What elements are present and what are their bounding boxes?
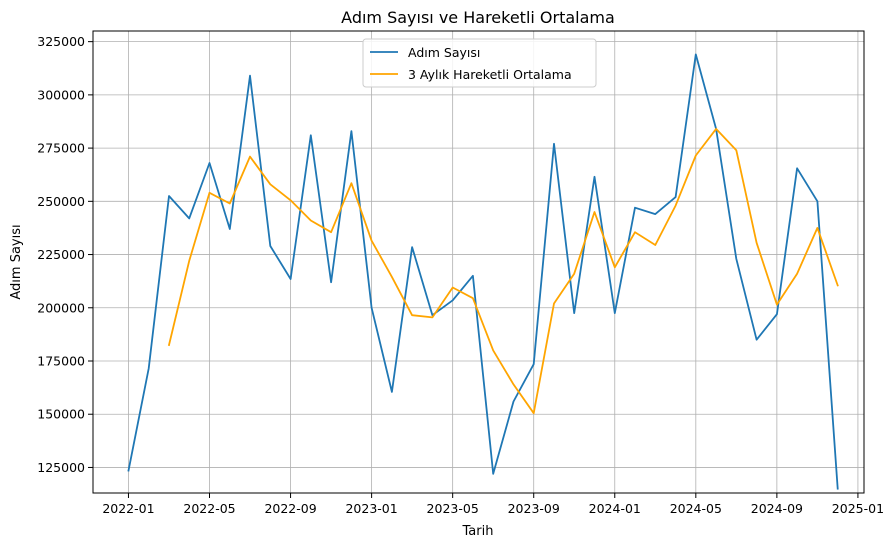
y-tick-label: 300000	[37, 87, 85, 102]
legend: Adım Sayısı 3 Aylık Hareketli Ortalama	[362, 38, 597, 88]
x-tick-label: 2024-09	[751, 501, 803, 516]
x-tick-label: 2024-01	[589, 501, 641, 516]
x-tick-label: 2023-05	[427, 501, 479, 516]
x-tick-label: 2022-05	[183, 501, 235, 516]
plot-frame	[92, 30, 865, 494]
x-tick-label: 2025-01	[832, 501, 884, 516]
legend-box	[362, 38, 597, 88]
legend-label-series-2: 3 Aylık Hareketli Ortalama	[408, 67, 572, 82]
x-axis-label: Tarih	[462, 524, 494, 539]
x-tick-label: 2022-09	[264, 501, 316, 516]
y-tick-label: 275000	[37, 141, 85, 156]
legend-label-series-1: Adım Sayısı	[408, 45, 480, 60]
y-tick-label: 200000	[37, 300, 85, 315]
y-tick-label: 150000	[37, 407, 85, 422]
series-line-1	[127, 53, 839, 490]
x-tick-label: 2023-01	[345, 501, 397, 516]
y-tick-label: 250000	[37, 194, 85, 209]
x-axis-ticks: 2022-01 2022-05 2022-09 2023-01 2023-05 2023-…	[102, 493, 884, 516]
series-lines	[127, 53, 839, 490]
x-tick-label: 2022-01	[102, 501, 154, 516]
y-tick-label: 125000	[37, 460, 85, 475]
grid	[93, 31, 864, 493]
y-axis-label: Adım Sayısı	[9, 224, 24, 299]
x-tick-label: 2023-09	[508, 501, 560, 516]
x-tick-label: 2024-05	[670, 501, 722, 516]
y-axis-ticks: 125000 150000 175000 200000 225000 250000 2750…	[37, 34, 93, 475]
y-tick-label: 175000	[37, 354, 85, 369]
y-tick-label: 225000	[37, 247, 85, 262]
y-tick-label: 325000	[37, 34, 85, 49]
series-line-2	[167, 127, 839, 415]
chart-title: Adım Sayısı ve Hareketli Ortalama	[341, 8, 615, 27]
